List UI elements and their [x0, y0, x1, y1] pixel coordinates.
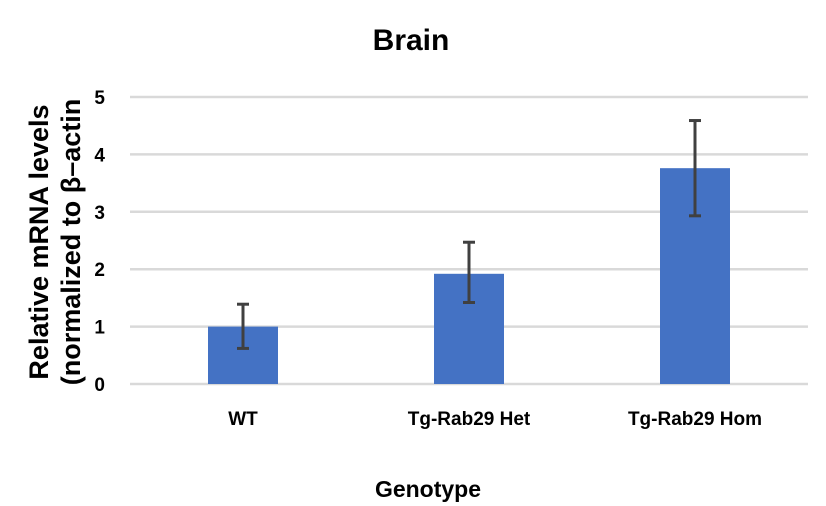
- y-axis-title: Relative mRNA levels (normalized to β–ac…: [24, 99, 86, 386]
- y-tick-labels: 0 1 2 3 4 5: [94, 88, 105, 396]
- y-axis-title-line-2: (normalized to β–actin: [56, 99, 86, 386]
- error-bar-1: [463, 240, 475, 304]
- x-tick-label-2: Tg-Rab29 Hom: [628, 409, 762, 430]
- x-tick-label-1: Tg-Rab29 Het: [408, 409, 531, 430]
- error-bars: [237, 119, 701, 350]
- x-tick-labels: WT Tg-Rab29 Het Tg-Rab29 Hom: [228, 409, 762, 430]
- chart-title: Brain: [373, 24, 450, 57]
- y-tick-label: 1: [94, 318, 105, 339]
- y-axis-title-line-1: Relative mRNA levels: [24, 104, 54, 379]
- y-tick-label: 5: [94, 88, 105, 109]
- y-tick-label: 2: [94, 260, 105, 281]
- y-tick-label: 0: [94, 375, 105, 396]
- x-axis-title: Genotype: [375, 476, 481, 502]
- y-tick-label: 3: [94, 203, 105, 224]
- error-bar-2: [689, 119, 701, 218]
- error-bar-0: [237, 302, 249, 350]
- x-tick-label-0: WT: [228, 409, 258, 430]
- y-tick-label: 4: [94, 145, 105, 166]
